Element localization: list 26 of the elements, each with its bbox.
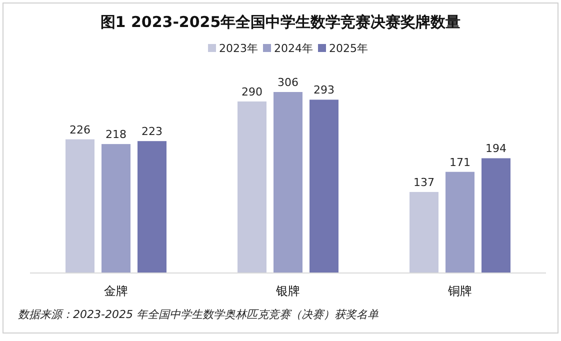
- data-label: 306: [278, 76, 298, 89]
- data-label: 171: [450, 156, 470, 169]
- legend-label: 2023年: [219, 42, 258, 55]
- data-label: 293: [314, 84, 334, 97]
- data-label: 194: [486, 142, 506, 156]
- x-tick-label: 金牌: [104, 284, 128, 298]
- bar: [482, 158, 510, 273]
- legend-label: 2024年: [274, 42, 313, 55]
- data-label: 223: [142, 125, 162, 138]
- chart-title: 图1 2023-2025年全国中学生数学竞赛决赛奖牌数量: [100, 13, 461, 31]
- x-tick-label: 银牌: [275, 284, 300, 298]
- data-label: 137: [414, 176, 434, 189]
- bar: [274, 92, 302, 273]
- bar: [238, 101, 266, 273]
- legend-label: 2025年: [329, 42, 368, 55]
- x-tick-label: 铜牌: [447, 284, 472, 298]
- data-label: 226: [70, 123, 90, 136]
- bar: [446, 172, 474, 273]
- data-label: 218: [106, 128, 126, 142]
- data-label: 290: [242, 85, 262, 98]
- bar: [66, 139, 94, 273]
- source-note: 数据来源：2023-2025 年全国中学生数学奥林匹克竞赛（决赛）获奖名单: [18, 308, 378, 321]
- bar: [138, 141, 166, 273]
- bar: [310, 100, 338, 273]
- bar: [102, 144, 130, 273]
- bar: [410, 192, 438, 273]
